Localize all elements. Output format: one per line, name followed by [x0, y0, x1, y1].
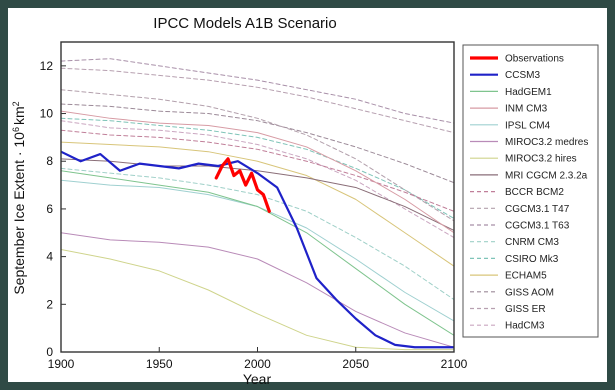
- legend-label-bccr-bcm2: BCCR BCM2: [505, 187, 564, 198]
- legend-label-inm-cm3: INM CM3: [505, 104, 548, 115]
- legend-label-giss-er: GISS ER: [505, 304, 546, 315]
- y-tick-label-6: 6: [46, 202, 53, 216]
- plot-frame: [60, 41, 455, 353]
- series-line-inm-cm3: [61, 110, 454, 234]
- legend-label-ccsm3: CCSM3: [505, 70, 540, 81]
- series-line-miroc3-2-medres: [61, 232, 454, 348]
- chart-title: IPCC Models A1B Scenario: [153, 15, 336, 32]
- series-line-ccsm3: [61, 150, 454, 349]
- y-axis-label-exponent: 6: [11, 127, 21, 132]
- series-line-hadcm3: [61, 120, 454, 239]
- x-axis: 1900 1950 2000 2050 2100: [48, 347, 468, 371]
- x-tick-label-1950: 1950: [146, 357, 173, 371]
- series-layer: [61, 58, 454, 351]
- y-axis-label-unit: km: [11, 106, 27, 125]
- legend-label-observations: Observations: [505, 54, 564, 65]
- legend-label-ipsl-cm4: IPSL CM4: [505, 120, 551, 131]
- series-line-observations: [214, 157, 271, 213]
- x-tick-label-1900: 1900: [48, 357, 75, 371]
- series-line-giss-er: [61, 67, 454, 134]
- legend-label-hadcm3: HadCM3: [505, 321, 545, 332]
- x-axis-label: Year: [243, 371, 272, 387]
- y-tick-label-0: 0: [46, 345, 53, 359]
- x-tick-label-2050: 2050: [342, 357, 369, 371]
- legend-label-cgcm3-1-t47: CGCM3.1 T47: [505, 204, 570, 215]
- series-line-bccr-bcm2: [61, 129, 454, 212]
- y-tick-label-12: 12: [40, 59, 54, 73]
- series-line-cnrm-cm3: [61, 167, 454, 301]
- legend-label-hadgem1: HadGEM1: [505, 87, 552, 98]
- legend: Observations CCSM3 HadGEM1 INM CM3 IPSL CM4 M…: [470, 54, 588, 332]
- y-axis-label-main: September Ice Extent · 10: [11, 132, 27, 295]
- y-tick-label-2: 2: [46, 297, 53, 311]
- series-line-mri-cgcm-2-3-2a: [61, 158, 454, 231]
- y-axis-label-unit-exponent: 2: [11, 101, 21, 106]
- series-line-ipsl-cm4: [61, 179, 454, 322]
- legend-label-csiro-mk3: CSIRO Mk3: [505, 254, 559, 265]
- y-axis: 0 2 4 6 8 10 12: [40, 59, 66, 359]
- series-line-cgcm3-1-t47: [61, 89, 454, 222]
- x-tick-label-2000: 2000: [244, 357, 271, 371]
- legend-label-cgcm3-1-t63: CGCM3.1 T63: [505, 221, 570, 232]
- legend-label-giss-aom: GISS AOM: [505, 287, 554, 298]
- legend-label-mri-cgcm-2-3-2a: MRI CGCM 2.3.2a: [505, 170, 588, 181]
- y-tick-label-4: 4: [46, 250, 53, 264]
- y-tick-label-10: 10: [40, 107, 54, 121]
- y-axis-label: September Ice Extent · 106 km2: [11, 101, 27, 294]
- series-line-cgcm3-1-t63: [61, 58, 454, 124]
- legend-label-miroc3-2-medres: MIROC3.2 medres: [505, 137, 588, 148]
- svg-text:September Ice Extent · 106km2: September Ice Extent · 106 km2: [11, 101, 27, 294]
- x-tick-label-2100: 2100: [441, 357, 468, 371]
- series-line-echam5: [61, 141, 454, 267]
- legend-label-cnrm-cm3: CNRM CM3: [505, 237, 559, 248]
- legend-label-echam5: ECHAM5: [505, 271, 547, 282]
- y-tick-label-8: 8: [46, 154, 53, 168]
- legend-label-miroc3-2-hires: MIROC3.2 hires: [505, 154, 577, 165]
- series-line-giss-aom: [61, 103, 454, 184]
- series-line-csiro-mk3: [61, 117, 454, 219]
- series-line-hadgem1: [61, 170, 454, 336]
- series-line-miroc3-2-hires: [61, 248, 454, 351]
